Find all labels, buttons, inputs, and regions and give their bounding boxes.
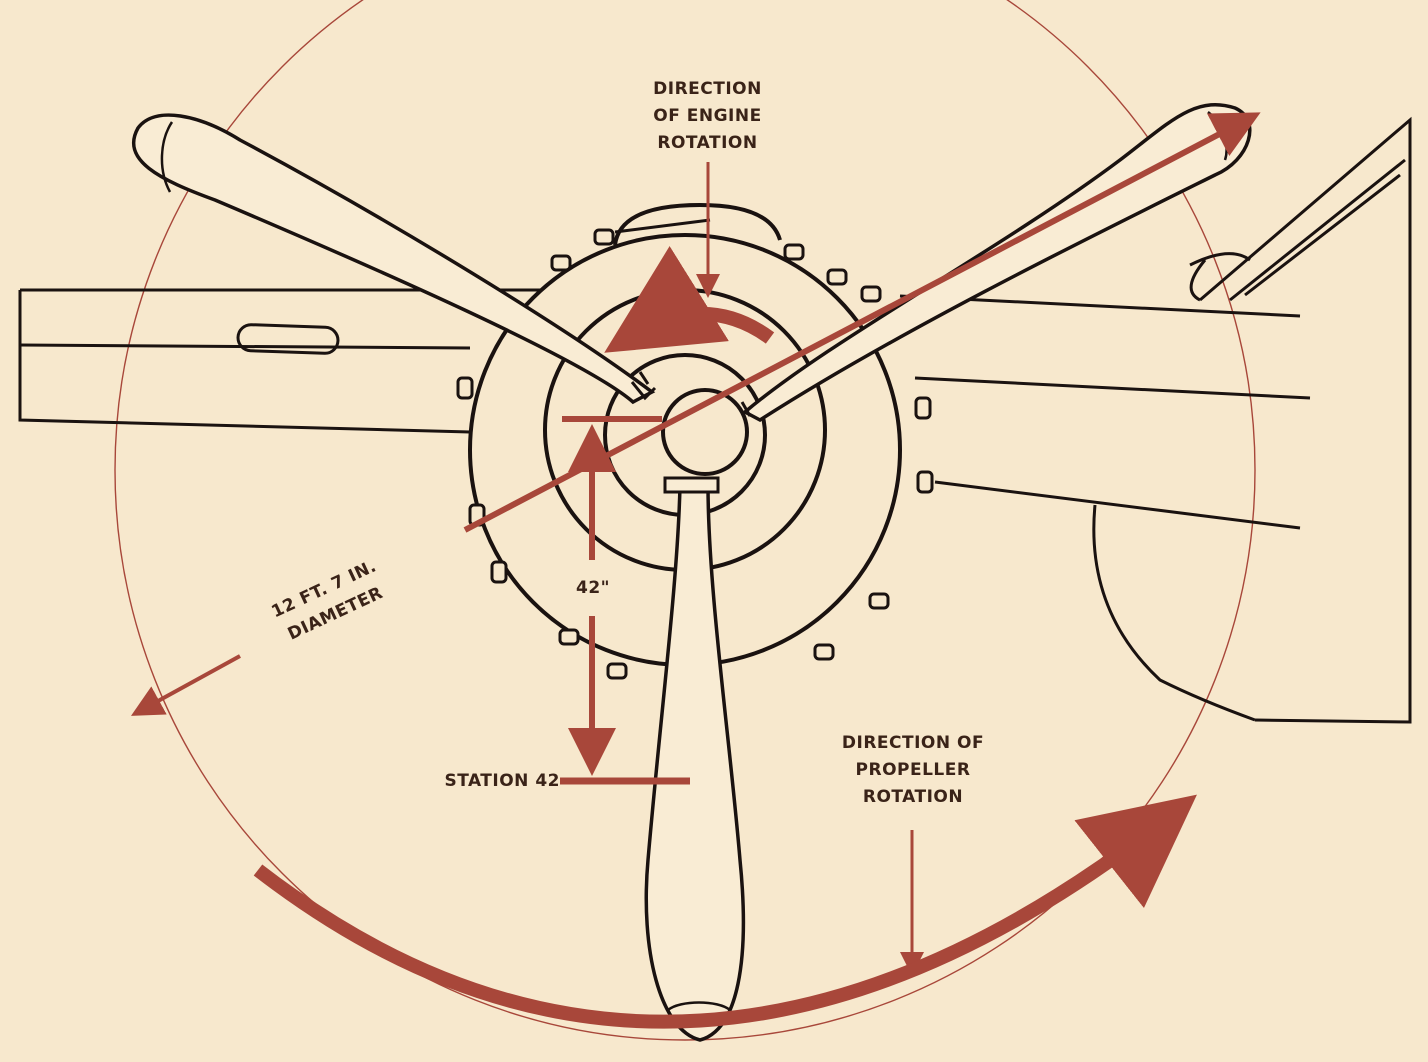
fuselage-right <box>1092 116 1412 724</box>
engine-rotation-line-3: ROTATION <box>657 133 758 153</box>
diameter-lower-arrow <box>130 654 241 716</box>
propeller-rotation-line-2: PROPELLER <box>855 760 971 780</box>
engine-rotation-arc <box>604 246 775 353</box>
annotations <box>130 112 1261 1029</box>
engine-cylinder-heads <box>456 228 934 680</box>
engine-rotation-line-1: DIRECTION <box>653 79 762 99</box>
engine-rotation-label: DIRECTION OF ENGINE ROTATION <box>620 76 795 157</box>
blade-lower <box>644 483 746 1042</box>
propeller-arc-circle <box>114 0 1256 1041</box>
propeller-rotation-arc <box>253 794 1197 1029</box>
dimension-label: 42" <box>575 578 610 598</box>
blade-upper-left <box>131 113 656 405</box>
blade-upper-right <box>741 102 1252 423</box>
station-42-label: STATION 42 <box>444 771 560 791</box>
diameter-line <box>463 112 1261 533</box>
propeller-rotation-line-3: ROTATION <box>862 787 964 807</box>
engine-rotation-line-2: OF ENGINE <box>653 106 762 126</box>
propeller-rotation-line-1: DIRECTION OF <box>841 733 985 753</box>
propeller-rotation-label: DIRECTION OF PROPELLER ROTATION <box>818 730 1008 811</box>
wing-left <box>18 288 540 434</box>
